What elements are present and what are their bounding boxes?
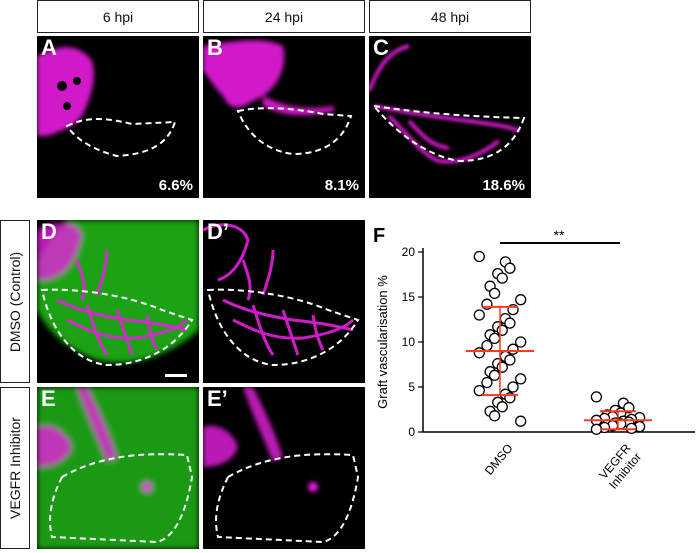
panel-e-prime: E’ [203, 387, 365, 549]
panel-d-prime-label: D’ [207, 220, 229, 244]
y-tick-label: 5 [408, 380, 415, 394]
panel-e-prime-image [203, 387, 360, 544]
row-label-vegfr-text: VEGFR Inhibitor [7, 417, 23, 519]
data-point [496, 272, 508, 284]
panel-f-label: F [373, 225, 385, 247]
data-point [504, 262, 516, 274]
row-label-dmso: DMSO (Control) [0, 220, 30, 383]
data-point [504, 317, 516, 329]
panel-e-image [37, 387, 199, 549]
panel-d-image [37, 220, 199, 377]
y-tick-label: 20 [402, 245, 416, 259]
panel-d: D [37, 220, 199, 383]
y-tick-label: 15 [402, 290, 416, 304]
panel-a-label: A [41, 36, 57, 60]
panel-c: C 18.6% [369, 36, 531, 198]
data-point [623, 402, 635, 414]
y-axis-label: Graft vascularisation % [375, 275, 390, 409]
data-point [496, 324, 508, 336]
data-point [473, 250, 485, 263]
panel-d-label: D [41, 220, 57, 244]
panel-b-label: B [207, 36, 223, 60]
x-tick-label: DMSO [482, 441, 516, 478]
x-tick-label: VEGFRInhibitor [595, 441, 644, 492]
panel-b: B 8.1% [203, 36, 365, 198]
panel-e: E [37, 387, 199, 549]
data-point [488, 287, 501, 300]
header-6hpi: 6 hpi [37, 0, 199, 33]
scale-bar [165, 374, 187, 377]
panel-d-prime-image [203, 223, 360, 367]
data-point [590, 423, 603, 435]
data-point [496, 361, 508, 373]
data-point [515, 294, 527, 306]
significance-label: ** [554, 227, 565, 243]
panel-c-image [369, 44, 526, 164]
row-label-dmso-text: DMSO (Control) [7, 251, 23, 352]
panel-a-percent: 6.6% [158, 177, 193, 194]
panel-e-label: E [41, 387, 56, 411]
panel-e-prime-label: E’ [207, 387, 228, 411]
data-point [473, 309, 485, 321]
data-point [504, 354, 516, 366]
data-point [473, 347, 485, 359]
panel-b-image [203, 40, 353, 156]
panel-a: A 6.6% [37, 36, 199, 198]
data-point [496, 401, 508, 413]
data-point [488, 410, 501, 422]
chart-f: F Graft vascularisation % 0 5 10 15 20 DMSO VE… [373, 225, 695, 492]
panel-a-image [37, 47, 177, 158]
panel-c-label: C [373, 36, 389, 60]
y-tick-label: 10 [402, 335, 416, 349]
data-point [507, 381, 519, 393]
panel-d-prime: D’ [203, 220, 365, 383]
row-label-vegfr: VEGFR Inhibitor [0, 387, 30, 549]
data-point [473, 384, 485, 397]
data-point [515, 373, 527, 385]
header-24hpi: 24 hpi [203, 0, 365, 33]
panel-b-percent: 8.1% [324, 177, 359, 194]
data-point [515, 415, 527, 427]
panel-c-percent: 18.6% [482, 177, 525, 194]
data-point [515, 336, 527, 348]
data-point [590, 391, 603, 403]
header-48hpi: 48 hpi [369, 0, 531, 33]
y-tick-label: 0 [408, 425, 415, 439]
data-point [481, 376, 493, 389]
